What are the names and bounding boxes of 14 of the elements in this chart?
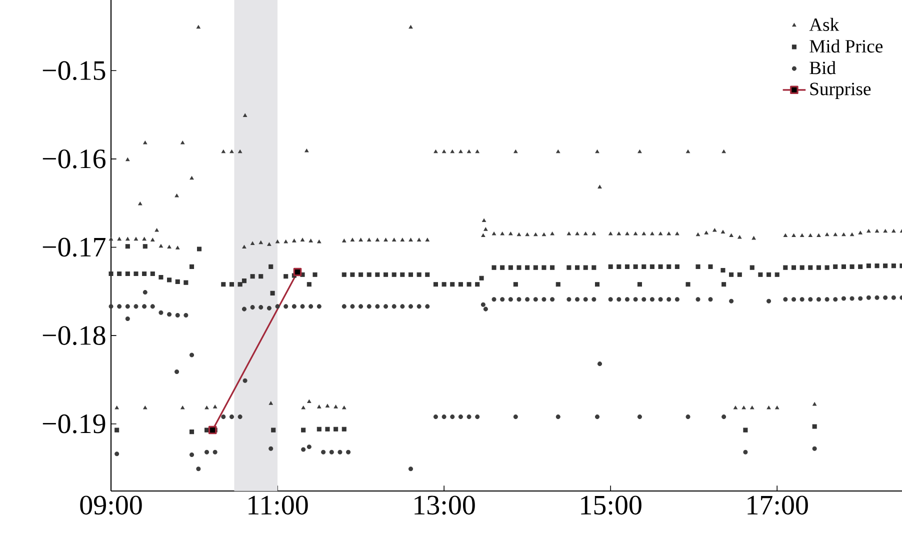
legend-label: Surprise [810, 82, 871, 100]
y-tick-label: −0.15 [42, 61, 106, 80]
x-tick-label: 15:00 [581, 496, 642, 515]
legend-label: Bid [810, 61, 836, 74]
y-tick-label: −0.17 [42, 238, 106, 257]
y-tick-label: −0.19 [42, 414, 106, 434]
y-tick-label: −0.18 [42, 326, 106, 346]
y-tick-label: −0.16 [42, 149, 106, 168]
x-tick-label: 09:00 [80, 496, 142, 515]
x-tick-label: 17:00 [748, 496, 808, 515]
legend-label: Mid Price [810, 39, 883, 53]
legend-label: Ask [809, 18, 840, 31]
x-tick-label: 13:00 [414, 496, 475, 515]
x-tick-label: 11:00 [248, 496, 308, 515]
